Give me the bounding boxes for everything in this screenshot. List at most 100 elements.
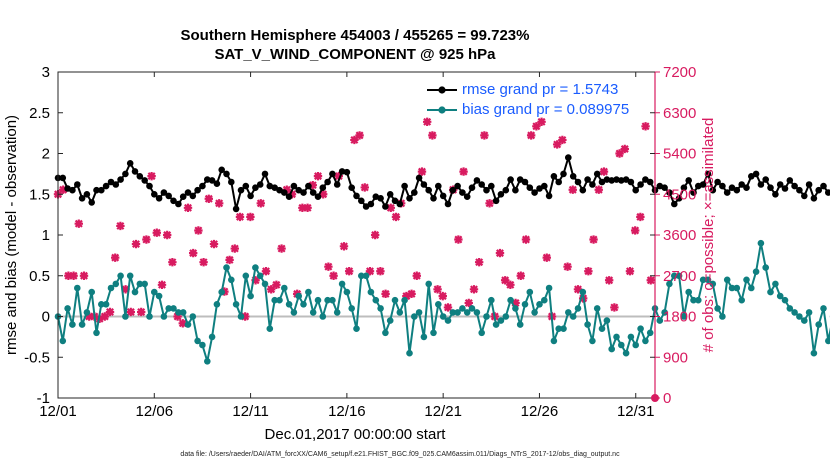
obs-count-point — [563, 262, 572, 271]
bias-point — [637, 325, 644, 333]
bias-point — [671, 272, 678, 280]
bias-point — [179, 309, 187, 316]
rmse-point — [175, 200, 182, 208]
bias-point — [776, 292, 784, 300]
bias-point — [767, 288, 774, 296]
x-tick-label: 12/26 — [521, 403, 559, 420]
x-tick-label: 12/11 — [232, 403, 268, 420]
rmse-point — [512, 186, 519, 194]
obs-count-point — [173, 312, 182, 321]
obs-count-point — [459, 167, 468, 176]
y-tick-label: 2 — [42, 146, 50, 163]
obs-count-point — [188, 248, 198, 258]
obs-count-point — [370, 230, 380, 240]
y2-tick-label: 6300 — [663, 105, 696, 122]
bias-point — [569, 313, 577, 320]
rmse-point — [507, 176, 514, 183]
obs-count-point — [526, 131, 536, 140]
obs-count-point — [64, 271, 73, 280]
obs-count-point — [79, 271, 89, 280]
bias-point — [194, 337, 201, 345]
chart-title: Southern Hemisphere 454003 / 455265 = 99… — [180, 27, 530, 44]
bias-point — [430, 329, 437, 337]
x-tick-label: 12/21 — [424, 403, 462, 420]
obs-count-point — [636, 212, 645, 222]
rmse-point — [820, 182, 827, 190]
y-tick-label: 2.5 — [29, 105, 50, 122]
obs-count-point — [74, 219, 83, 228]
obs-count-point — [469, 285, 479, 294]
bias-point — [281, 284, 288, 292]
rmse-point — [247, 192, 254, 200]
bias-point — [189, 313, 197, 320]
bias-point — [531, 309, 538, 316]
bias-point — [646, 329, 654, 337]
bias-point — [593, 305, 601, 312]
bias-point — [825, 337, 830, 345]
x-tick-label: 12/16 — [328, 403, 366, 420]
obs-count-point — [381, 289, 390, 299]
obs-count-point — [339, 242, 349, 251]
obs-count-point — [630, 226, 640, 235]
bias-point — [290, 309, 298, 316]
rmse-point — [757, 181, 765, 188]
bias-point — [391, 296, 399, 304]
bias-point — [502, 313, 510, 320]
obs-count-point — [318, 190, 328, 199]
rmse-point — [165, 192, 172, 200]
bias-point — [603, 317, 611, 324]
rmse-point — [136, 173, 144, 180]
rmse-point — [439, 192, 447, 200]
rmse-point — [98, 186, 105, 194]
rmse-point — [353, 192, 360, 200]
rmse-point — [805, 181, 813, 188]
rmse-point — [189, 192, 197, 200]
obs-count-point — [454, 235, 463, 244]
obs-count-point — [422, 117, 432, 127]
rmse-point — [767, 184, 774, 191]
rmse-point — [796, 186, 803, 194]
bias-point — [372, 296, 380, 304]
bias-point — [406, 349, 413, 357]
bias-point — [743, 276, 750, 284]
y-tick-label: 1 — [42, 227, 50, 244]
bias-point — [468, 305, 476, 312]
bias-point — [642, 337, 649, 345]
bias-point — [69, 321, 76, 328]
y2-tick-label: 5400 — [663, 146, 696, 163]
obs-count-point — [313, 171, 323, 181]
obs-count-point — [225, 255, 234, 265]
obs-count-point — [344, 267, 354, 276]
rmse-point — [444, 200, 452, 208]
rmse-point — [358, 197, 365, 205]
bias-point — [661, 309, 668, 316]
rmse-point — [526, 184, 534, 191]
bias-point — [59, 337, 67, 345]
bias-point — [184, 321, 192, 328]
rmse-point — [208, 177, 216, 184]
bias-point — [242, 272, 250, 280]
bias-point — [295, 292, 303, 300]
x-tick-label: 12/06 — [136, 403, 174, 420]
obs-count-point — [599, 167, 609, 176]
rmse-point — [377, 195, 384, 202]
obs-count-point — [105, 307, 115, 317]
bias-point — [232, 301, 240, 308]
rmse-point — [646, 178, 654, 186]
bias-point — [536, 301, 543, 308]
y2-axis-label: # of obs: o=possible; ×=assimilated — [700, 118, 717, 353]
rmse-point — [324, 178, 331, 186]
rmse-point — [555, 178, 562, 186]
y2-tick-label: 2700 — [663, 268, 696, 285]
bias-point — [64, 305, 71, 312]
rmse-point — [550, 173, 558, 180]
bias-point — [435, 301, 442, 308]
rmse-point — [733, 186, 741, 194]
bias-point — [170, 305, 177, 312]
bias-point — [122, 313, 129, 320]
y2-tick-label: 4500 — [663, 186, 696, 203]
obs-count-point — [204, 194, 213, 203]
bias-point — [690, 296, 697, 304]
rmse-point — [579, 186, 587, 194]
